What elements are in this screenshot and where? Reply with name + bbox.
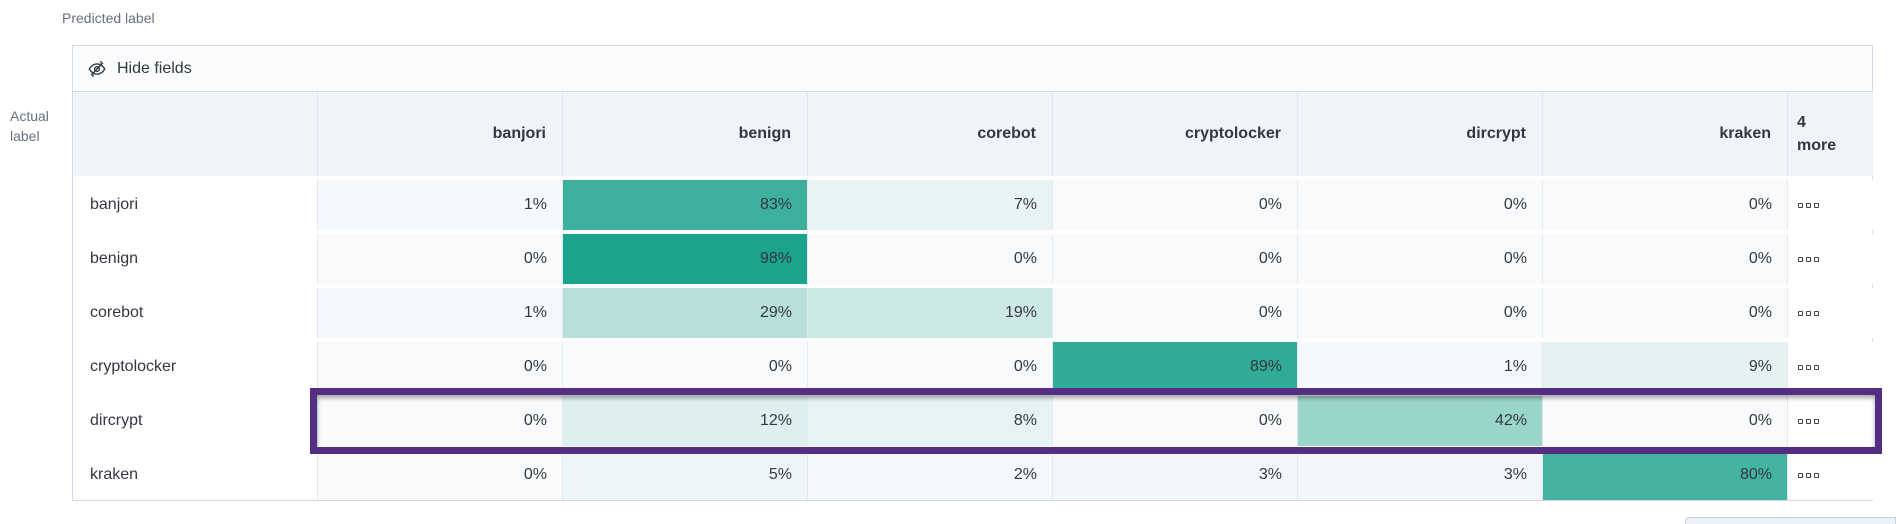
row-label-banjori: banjori xyxy=(73,180,318,230)
row-label-kraken: kraken xyxy=(73,450,318,500)
matrix-cell-corebot-benign: 29% xyxy=(563,288,808,338)
matrix-cell-benign-kraken: 0% xyxy=(1543,234,1788,284)
column-header-dircrypt: dircrypt xyxy=(1298,92,1543,176)
confusion-matrix-panel: Hide fields banjori benign corebot cryptolo… xyxy=(72,45,1873,501)
row-label-cryptolocker: cryptolocker xyxy=(73,342,318,392)
matrix-cell-benign-benign: 98% xyxy=(563,234,808,284)
matrix-cell-banjori-kraken: 0% xyxy=(1543,180,1788,230)
boxes-horizontal-icon xyxy=(1798,364,1819,370)
more-cell-kraken[interactable] xyxy=(1788,450,1873,500)
column-header-corner xyxy=(73,92,318,176)
matrix-cell-cryptolocker-corebot: 0% xyxy=(808,342,1053,392)
actual-label-axis-title: Actual label xyxy=(10,108,49,144)
matrix-cell-benign-cryptolocker: 0% xyxy=(1053,234,1298,284)
column-header-banjori: banjori xyxy=(318,92,563,176)
matrix-grid: banjori benign corebot cryptolocker dircrypt… xyxy=(73,92,1873,500)
matrix-cell-cryptolocker-dircrypt: 1% xyxy=(1298,342,1543,392)
more-cell-benign[interactable] xyxy=(1788,234,1873,284)
column-header-benign: benign xyxy=(563,92,808,176)
matrix-cell-dircrypt-corebot: 8% xyxy=(808,396,1053,446)
matrix-cell-cryptolocker-kraken: 9% xyxy=(1543,342,1788,392)
column-header-kraken: kraken xyxy=(1543,92,1788,176)
matrix-cell-cryptolocker-banjori: 0% xyxy=(318,342,563,392)
matrix-cell-kraken-dircrypt: 3% xyxy=(1298,450,1543,500)
matrix-cell-banjori-banjori: 1% xyxy=(318,180,563,230)
matrix-cell-corebot-banjori: 1% xyxy=(318,288,563,338)
matrix-cell-banjori-dircrypt: 0% xyxy=(1298,180,1543,230)
matrix-cell-dircrypt-kraken: 0% xyxy=(1543,396,1788,446)
matrix-cell-banjori-corebot: 7% xyxy=(808,180,1053,230)
eye-closed-icon xyxy=(88,60,106,77)
matrix-cell-cryptolocker-cryptolocker: 89% xyxy=(1053,342,1298,392)
matrix-cell-kraken-benign: 5% xyxy=(563,450,808,500)
matrix-cell-banjori-cryptolocker: 0% xyxy=(1053,180,1298,230)
matrix-cell-benign-corebot: 0% xyxy=(808,234,1053,284)
matrix-cell-dircrypt-benign: 12% xyxy=(563,396,808,446)
more-cell-dircrypt[interactable] xyxy=(1788,396,1873,446)
column-header-cryptolocker: cryptolocker xyxy=(1053,92,1298,176)
matrix-cell-benign-banjori: 0% xyxy=(318,234,563,284)
boxes-horizontal-icon xyxy=(1798,256,1819,262)
more-cell-cryptolocker[interactable] xyxy=(1788,342,1873,392)
matrix-cell-corebot-cryptolocker: 0% xyxy=(1053,288,1298,338)
matrix-cell-kraken-kraken: 80% xyxy=(1543,450,1788,500)
bottom-right-partial-control[interactable] xyxy=(1685,517,1896,524)
boxes-horizontal-icon xyxy=(1798,472,1819,478)
predicted-label-axis-title: Predicted label xyxy=(62,10,155,26)
column-header-more[interactable]: 4 more xyxy=(1788,92,1873,176)
matrix-cell-dircrypt-banjori: 0% xyxy=(318,396,563,446)
column-header-corebot: corebot xyxy=(808,92,1053,176)
matrix-cell-benign-dircrypt: 0% xyxy=(1298,234,1543,284)
more-cell-banjori[interactable] xyxy=(1788,180,1873,230)
row-label-benign: benign xyxy=(73,234,318,284)
matrix-cell-corebot-corebot: 19% xyxy=(808,288,1053,338)
matrix-cell-cryptolocker-benign: 0% xyxy=(563,342,808,392)
hide-fields-label: Hide fields xyxy=(117,59,192,77)
matrix-cell-corebot-kraken: 0% xyxy=(1543,288,1788,338)
matrix-cell-banjori-benign: 83% xyxy=(563,180,808,230)
matrix-cell-kraken-corebot: 2% xyxy=(808,450,1053,500)
matrix-cell-corebot-dircrypt: 0% xyxy=(1298,288,1543,338)
boxes-horizontal-icon xyxy=(1798,418,1819,424)
matrix-cell-kraken-cryptolocker: 3% xyxy=(1053,450,1298,500)
row-label-corebot: corebot xyxy=(73,288,318,338)
row-label-dircrypt: dircrypt xyxy=(73,396,318,446)
matrix-cell-dircrypt-dircrypt: 42% xyxy=(1298,396,1543,446)
hide-fields-button[interactable]: Hide fields xyxy=(73,46,1872,92)
matrix-cell-dircrypt-cryptolocker: 0% xyxy=(1053,396,1298,446)
matrix-cell-kraken-banjori: 0% xyxy=(318,450,563,500)
boxes-horizontal-icon xyxy=(1798,202,1819,208)
boxes-horizontal-icon xyxy=(1798,310,1819,316)
more-cell-corebot[interactable] xyxy=(1788,288,1873,338)
